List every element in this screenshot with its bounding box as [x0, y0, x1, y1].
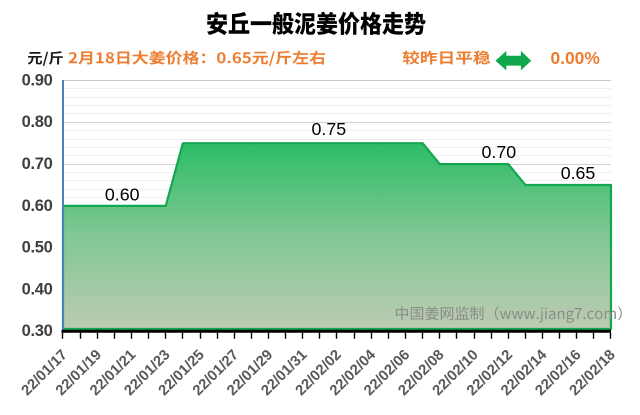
svg-text:0.60: 0.60	[105, 185, 140, 205]
svg-text:0.65: 0.65	[561, 163, 596, 183]
svg-text:0.80: 0.80	[22, 113, 53, 131]
svg-text:0.40: 0.40	[22, 280, 53, 298]
svg-text:0.00%: 0.00%	[551, 48, 600, 68]
svg-text:0.30: 0.30	[22, 322, 53, 340]
svg-text:0.60: 0.60	[22, 197, 53, 215]
svg-text:0.75: 0.75	[311, 119, 346, 139]
svg-text:0.70: 0.70	[22, 155, 53, 173]
svg-text:0.90: 0.90	[22, 71, 53, 89]
svg-text:0.50: 0.50	[22, 239, 53, 257]
svg-text:0.70: 0.70	[481, 142, 516, 162]
